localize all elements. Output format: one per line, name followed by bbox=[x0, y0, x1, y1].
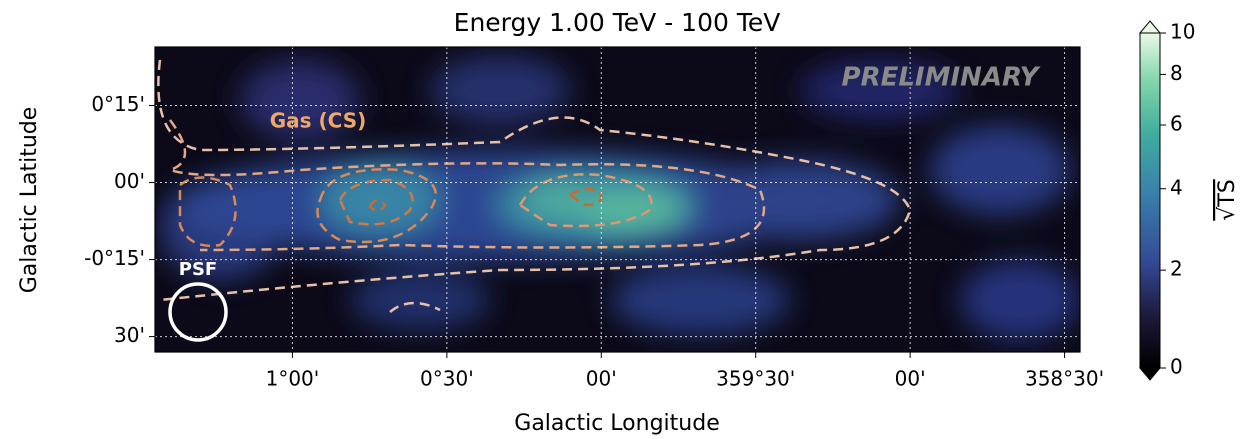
x-tick-label: 00' bbox=[895, 367, 926, 391]
colorbar-tick-label: 8 bbox=[1170, 61, 1183, 85]
x-tick-label: 1°00' bbox=[266, 367, 320, 391]
colorbar-label: √TS bbox=[1215, 179, 1240, 220]
x-tick-label: 358°30' bbox=[1025, 367, 1104, 391]
y-axis-label: Galactic Latitude bbox=[17, 107, 42, 294]
colorbar-extend-top bbox=[1138, 20, 1162, 34]
colorbar-tick-label: 6 bbox=[1170, 112, 1183, 136]
colorbar-tick-label: 10 bbox=[1170, 20, 1195, 44]
psf-label: PSF bbox=[179, 259, 217, 280]
colorbar-tick-label: 4 bbox=[1170, 175, 1183, 199]
x-axis-label: Galactic Longitude bbox=[514, 411, 719, 436]
heatmap bbox=[155, 47, 1080, 352]
colorbar bbox=[1140, 33, 1160, 368]
psf-circle bbox=[168, 282, 228, 342]
plot-frame bbox=[154, 46, 1081, 353]
colorbar-frame bbox=[1139, 32, 1161, 369]
colorbar-tick-label: 2 bbox=[1170, 257, 1183, 281]
y-tick-label: 0°15' bbox=[91, 92, 145, 116]
y-tick-label: 30' bbox=[114, 323, 145, 347]
watermark: PRELIMINARY bbox=[842, 63, 1042, 93]
x-tick-label: 0°30' bbox=[420, 367, 474, 391]
x-tick-label: 359°30' bbox=[716, 367, 795, 391]
y-tick-label: 00' bbox=[114, 169, 145, 193]
y-tick-label: -0°15' bbox=[84, 246, 145, 270]
gas-label: Gas (CS) bbox=[270, 109, 367, 133]
x-tick-label: 00' bbox=[586, 367, 617, 391]
chart-title: Energy 1.00 TeV - 100 TeV bbox=[454, 8, 781, 37]
grid bbox=[155, 47, 1080, 352]
colorbar-extend-bottom bbox=[1138, 367, 1162, 381]
colorbar-tick-label: 0 bbox=[1170, 355, 1183, 379]
